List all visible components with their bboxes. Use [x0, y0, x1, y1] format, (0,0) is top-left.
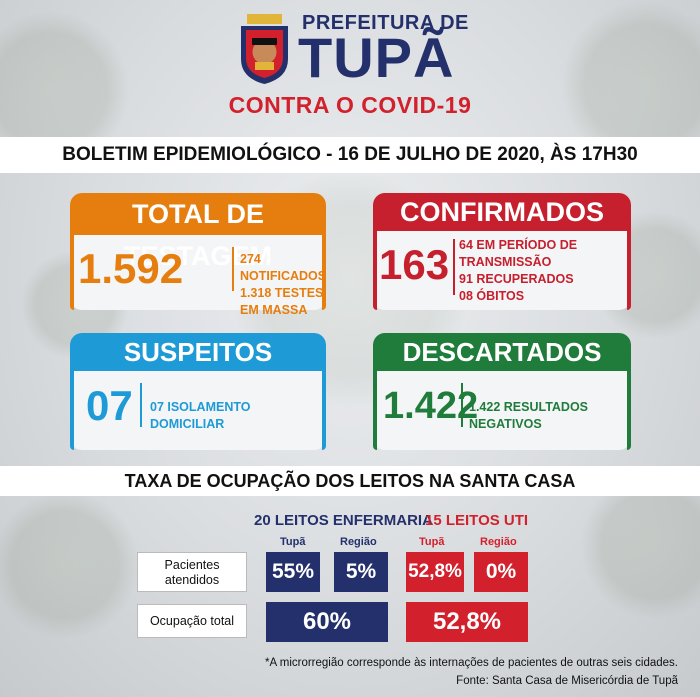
footnote-microrregiao: *A microrregião corresponde às internaçõ… [265, 657, 678, 669]
card-rail [70, 235, 74, 310]
card-testagem-line: 274 NOTIFICADOS [240, 252, 327, 283]
enfermaria-total-value: 60% [266, 602, 388, 642]
uti-regiao-value: 0% [474, 552, 528, 592]
card-suspeitos-line: 07 ISOLAMENTO DOMICILIAR [150, 400, 251, 431]
card-confirmados-line: 91 RECUPERADOS [459, 272, 574, 286]
card-testagem-details: 274 NOTIFICADOS 1.318 TESTES EM MASSA [240, 251, 326, 319]
card-rail [373, 231, 377, 310]
card-testagem-title: TOTAL DE TESTAGEM [70, 193, 326, 271]
card-confirmados-details: 64 EM PERÍODO DE TRANSMISSÃO 91 RECUPERA… [459, 237, 631, 305]
card-rail [627, 231, 631, 310]
uti-total-value: 52,8% [406, 602, 528, 642]
uti-col-tupa: Tupã [419, 536, 445, 548]
enfermaria-regiao-value: 5% [334, 552, 388, 592]
card-separator [140, 383, 142, 427]
card-descartados-value: 1.422 [383, 385, 479, 427]
header: PREFEITURA DE TUPÃ CONTRA O COVID-19 [0, 0, 700, 135]
card-rail [322, 235, 326, 310]
city-crest-logo [241, 14, 288, 84]
card-descartados-line: 1.422 RESULTADOS NEGATIVOS [469, 400, 589, 431]
footnote-source: Fonte: Santa Casa de Misericórdia de Tup… [456, 675, 678, 687]
uti-col-regiao: Região [480, 536, 517, 548]
card-confirmados-line: 64 EM PERÍODO DE TRANSMISSÃO [459, 238, 578, 269]
card-confirmados: CONFIRMADOS 163 64 EM PERÍODO DE TRANSMI… [373, 193, 631, 310]
card-descartados-details: 1.422 RESULTADOS NEGATIVOS [469, 399, 631, 433]
card-suspeitos: SUSPEITOS 07 07 ISOLAMENTO DOMICILIAR [70, 333, 326, 450]
uti-heading: 15 LEITOS UTI [425, 512, 529, 529]
uti-tupa-value: 52,8% [406, 552, 464, 592]
header-city-name: TUPÃ [298, 26, 455, 89]
card-descartados: DESCARTADOS 1.422 1.422 RESULTADOS NEGAT… [373, 333, 631, 450]
row-label-pacientes: Pacientes atendidos [137, 552, 247, 592]
bulletin-title: BOLETIM EPIDEMIOLÓGICO - 16 DE JULHO DE … [0, 137, 700, 173]
card-suspeitos-details: 07 ISOLAMENTO DOMICILIAR [150, 399, 326, 433]
occupancy-title: TAXA DE OCUPAÇÃO DOS LEITOS NA SANTA CAS… [0, 466, 700, 496]
card-suspeitos-title: SUSPEITOS [70, 333, 326, 371]
card-rail [627, 371, 631, 450]
card-rail [70, 371, 74, 450]
header-prefeitura: PREFEITURA DE [302, 12, 469, 34]
enfermaria-col-regiao: Região [340, 536, 377, 548]
virus-background-shape [0, 490, 140, 640]
enfermaria-heading: 20 LEITOS ENFERMARIA [254, 512, 433, 529]
card-confirmados-title: CONFIRMADOS [373, 193, 631, 231]
card-rail [373, 371, 377, 450]
header-campaign: CONTRA O COVID-19 [228, 92, 472, 118]
card-rail [322, 371, 326, 450]
card-testagem-line: 1.318 TESTES EM MASSA [240, 286, 324, 317]
card-total-testagem: TOTAL DE TESTAGEM 1.592 274 NOTIFICADOS … [70, 193, 326, 317]
card-separator [461, 383, 463, 427]
row-label-ocupacao: Ocupação total [137, 604, 247, 638]
card-confirmados-line: 08 ÓBITOS [459, 289, 525, 303]
card-suspeitos-value: 07 [86, 382, 133, 429]
card-descartados-title: DESCARTADOS [373, 333, 631, 371]
card-testagem-value: 1.592 [78, 245, 184, 292]
card-confirmados-value: 163 [379, 241, 450, 288]
card-separator [453, 239, 455, 295]
enfermaria-col-tupa: Tupã [280, 536, 306, 548]
enfermaria-tupa-value: 55% [266, 552, 320, 592]
card-separator [232, 247, 234, 291]
